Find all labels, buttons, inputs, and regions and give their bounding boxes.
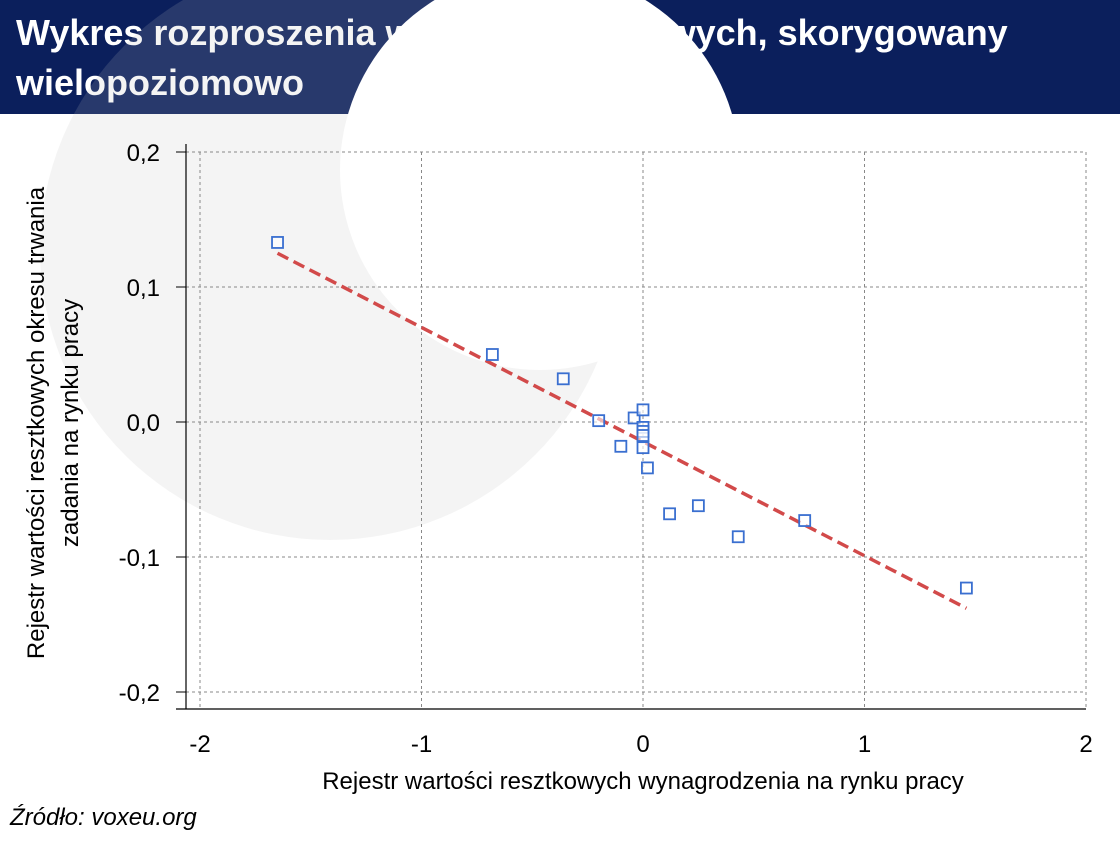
y-tick-label: -0,2 bbox=[119, 680, 160, 707]
data-point bbox=[641, 461, 654, 475]
data-point bbox=[556, 372, 570, 386]
points-group bbox=[271, 236, 973, 595]
y-axis-label-line-2: zadania na rynku pracy bbox=[57, 299, 84, 547]
data-point bbox=[691, 499, 705, 513]
data-point bbox=[636, 403, 650, 417]
y-axis-label-line-1: Rejestr wartości resztkowych okresu trwa… bbox=[23, 186, 50, 659]
y-tick-label: 0,2 bbox=[127, 140, 160, 167]
y-tick-label: 0,1 bbox=[127, 275, 160, 302]
tick-labels: 0,2 0,1 0,0 -0,1 -0,2 -2 -1 0 1 2 bbox=[119, 140, 1093, 758]
y-tick-label: -0,1 bbox=[119, 545, 160, 572]
data-point bbox=[663, 507, 676, 521]
source-note: Źródło: voxeu.org bbox=[10, 804, 197, 831]
trendline bbox=[276, 251, 968, 610]
x-tick-label: -1 bbox=[411, 731, 432, 758]
watermark-logo bbox=[40, 0, 740, 540]
x-axis-label: Rejestr wartości resztkowych wynagrodzen… bbox=[322, 768, 964, 795]
trendline-group bbox=[276, 251, 968, 610]
data-point bbox=[627, 411, 641, 425]
data-point bbox=[485, 348, 499, 361]
data-point bbox=[614, 439, 628, 453]
data-point bbox=[731, 530, 745, 544]
data-point bbox=[636, 441, 650, 455]
x-tick-label: -2 bbox=[189, 731, 210, 758]
data-point bbox=[271, 236, 284, 249]
x-tick-label: 2 bbox=[1079, 731, 1092, 758]
data-point bbox=[798, 514, 812, 527]
data-point bbox=[959, 581, 973, 595]
axes bbox=[176, 144, 1086, 710]
x-tick-label: 1 bbox=[858, 731, 871, 758]
data-point bbox=[636, 429, 650, 442]
x-tick-label: 0 bbox=[636, 731, 649, 758]
y-tick-label: 0,0 bbox=[127, 410, 160, 437]
data-point bbox=[592, 414, 606, 428]
